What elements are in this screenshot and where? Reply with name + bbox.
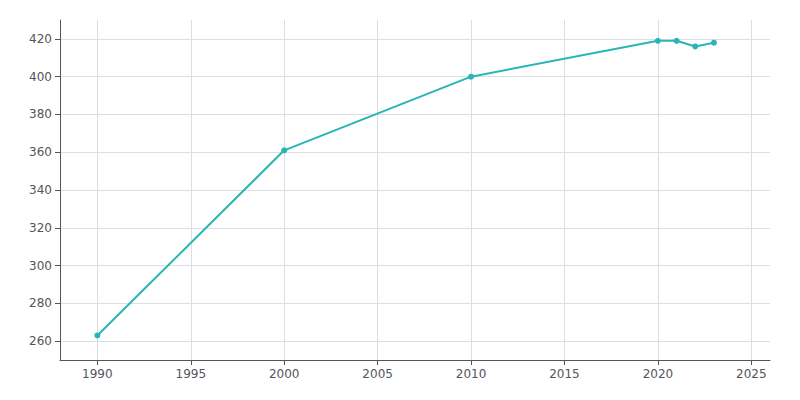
svg-text:2020: 2020: [643, 367, 674, 381]
svg-text:340: 340: [29, 183, 52, 197]
svg-text:420: 420: [29, 32, 52, 46]
svg-text:320: 320: [29, 221, 52, 235]
svg-text:360: 360: [29, 145, 52, 159]
svg-text:2010: 2010: [456, 367, 487, 381]
svg-text:300: 300: [29, 259, 52, 273]
svg-text:1990: 1990: [82, 367, 113, 381]
svg-text:400: 400: [29, 70, 52, 84]
svg-text:2005: 2005: [362, 367, 393, 381]
svg-text:280: 280: [29, 296, 52, 310]
svg-text:2025: 2025: [736, 367, 767, 381]
svg-text:2000: 2000: [269, 367, 300, 381]
svg-text:1995: 1995: [176, 367, 207, 381]
svg-text:260: 260: [29, 334, 52, 348]
svg-text:2015: 2015: [549, 367, 580, 381]
svg-text:380: 380: [29, 107, 52, 121]
